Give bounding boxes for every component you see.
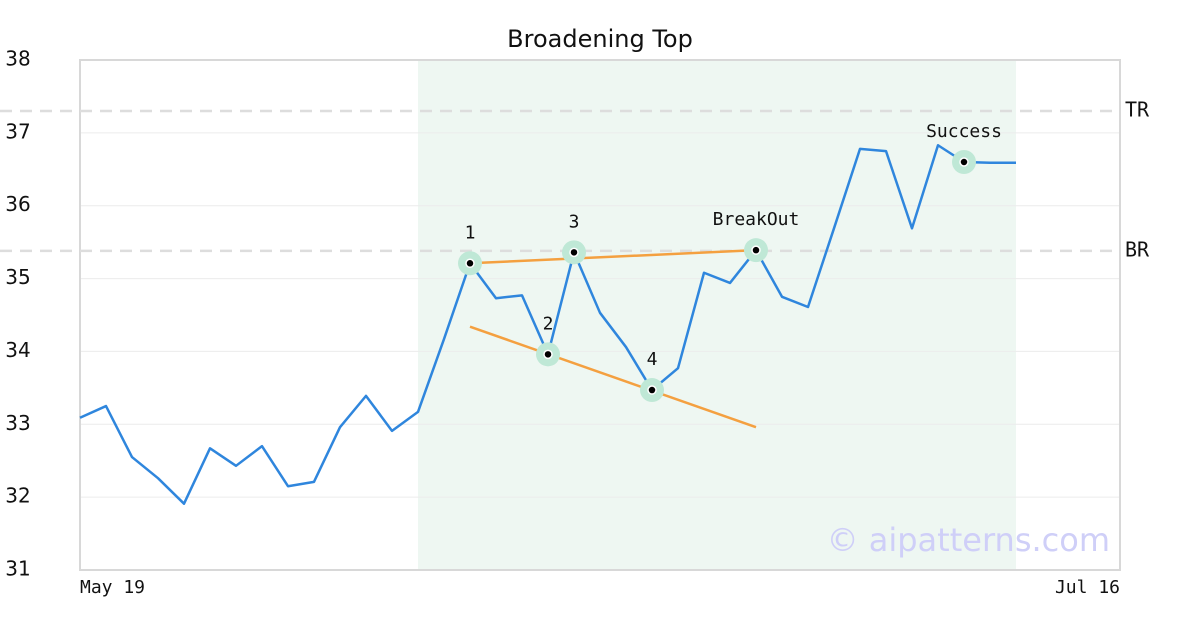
y-tick-label: 35 (5, 265, 30, 289)
x-tick-label: Jul 16 (1055, 577, 1120, 598)
highlight-region (418, 60, 1016, 570)
point-marker (751, 245, 761, 255)
trend-line (469, 325, 757, 429)
annotation-label: 2 (543, 313, 554, 334)
trend-line (469, 248, 757, 265)
x-tick-label: May 19 (80, 577, 145, 598)
y-tick-label: 32 (5, 484, 30, 508)
annotation-label: 3 (569, 211, 580, 232)
y-tick-label: 31 (5, 557, 30, 581)
annotation-label: Success (926, 121, 1002, 142)
y-tick-label: 36 (5, 192, 30, 216)
annotation-label: 1 (465, 222, 476, 243)
chart-title: Broadening Top (507, 25, 693, 53)
annotation-label: BreakOut (713, 209, 800, 230)
level-label: BR (1125, 237, 1150, 261)
y-tick-label: 33 (5, 411, 30, 435)
watermark: © aipatterns.com (827, 521, 1110, 559)
point-marker (465, 258, 475, 269)
plot-frame (79, 59, 1121, 571)
point-marker (543, 349, 553, 360)
y-tick-label: 38 (5, 47, 30, 71)
y-tick-label: 37 (5, 119, 30, 143)
y-tick-label: 34 (5, 338, 30, 362)
point-marker (959, 157, 969, 167)
level-label: TR (1125, 98, 1150, 122)
point-marker (647, 385, 657, 395)
point-marker (569, 247, 579, 258)
annotation-label: 4 (647, 349, 658, 370)
